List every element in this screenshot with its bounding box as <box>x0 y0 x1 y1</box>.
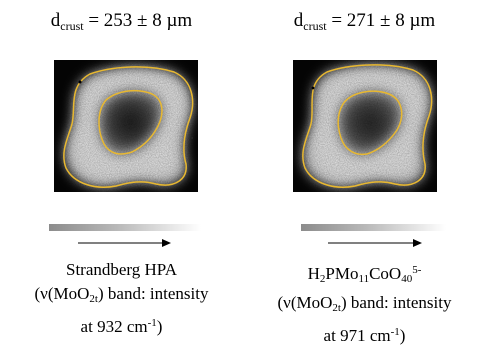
crust-thickness-label: dcrust = 271 ± 8 µm <box>243 10 486 34</box>
intensity-gradient-bar <box>49 224 201 231</box>
band-subscript: 2t <box>332 302 341 314</box>
wavenumber-exponent: -1 <box>390 326 400 338</box>
wavenumber-close: ) <box>399 326 406 345</box>
panel-strandberg: dcrust = 253 ± 8 µm <box>0 0 243 336</box>
band-close: ) band: intensity <box>340 293 452 312</box>
thickness-symbol: d <box>293 10 304 31</box>
inner-boundary <box>337 90 403 156</box>
formula-part: 2 <box>319 273 326 285</box>
wavenumber-value: at 971 cm <box>323 326 391 345</box>
wavenumber-line: at 971 cm-1) <box>243 320 486 348</box>
formula-part: 5- <box>412 264 422 276</box>
wavenumber-exponent: -1 <box>147 317 157 329</box>
thickness-subscript: crust <box>60 19 84 33</box>
crust-thickness-label: dcrust = 253 ± 8 µm <box>0 10 243 34</box>
formula-part: 40 <box>401 273 413 285</box>
band-description: (ν(MoO2t) band: intensity <box>0 282 243 311</box>
formula-part: H <box>307 264 320 283</box>
formula-part: 11 <box>358 273 370 285</box>
intensity-gradient-bar <box>301 224 446 231</box>
right-arrow-icon <box>78 236 172 250</box>
band-close: ) band: intensity <box>97 284 209 303</box>
thickness-symbol: d <box>50 10 61 31</box>
band-description: (ν(MoO2t) band: intensity <box>243 291 486 320</box>
inner-boundary <box>98 89 163 155</box>
wavenumber-close: ) <box>156 317 163 336</box>
thickness-value: = 253 ± 8 µm <box>88 10 193 31</box>
band-open: (ν(MoO <box>34 284 90 303</box>
panel-cobalt-substituted: dcrust = 271 ± 8 µm <box>243 0 486 345</box>
sample-formula: H2PMo11CoO405- <box>243 258 486 291</box>
wavenumber-line: at 932 cm-1) <box>0 311 243 339</box>
sample-description: H2PMo11CoO405- (ν(MoO2t) band: intensity… <box>243 258 486 348</box>
thickness-value: = 271 ± 8 µm <box>331 10 436 31</box>
sample-name: Strandberg HPA <box>66 260 177 279</box>
sample-description: Strandberg HPA (ν(MoO2t) band: intensity… <box>0 258 243 339</box>
formula-part: PMo <box>325 264 359 283</box>
band-subscript: 2t <box>89 293 98 305</box>
outer-boundary <box>302 64 433 188</box>
thickness-subscript: crust <box>303 19 327 33</box>
right-arrow-icon <box>328 236 423 250</box>
raman-map-image <box>54 60 198 192</box>
raman-map-image <box>293 60 437 192</box>
band-open: (ν(MoO <box>277 293 333 312</box>
wavenumber-value: at 932 cm <box>80 317 148 336</box>
outer-boundary <box>63 66 194 188</box>
formula-part: CoO <box>369 264 402 283</box>
